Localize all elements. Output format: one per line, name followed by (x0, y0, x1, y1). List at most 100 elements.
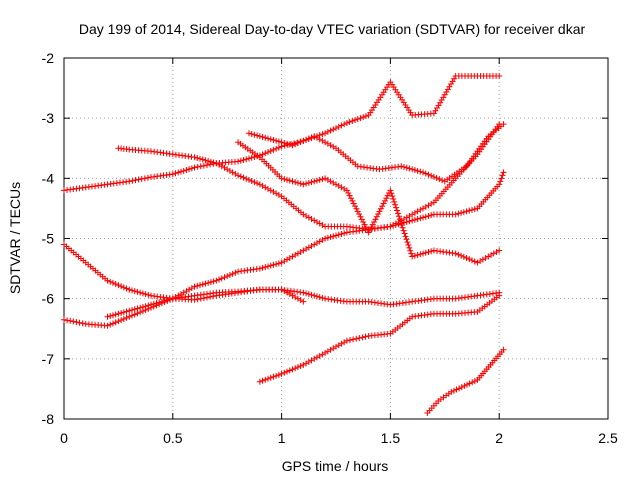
data-point (256, 181, 263, 188)
series-s9 (424, 346, 507, 416)
interp-point (434, 105, 441, 112)
interp-point (275, 144, 282, 151)
interp-point (210, 159, 217, 166)
interp-point (158, 298, 165, 305)
interp-point (338, 230, 345, 237)
interp-point (281, 369, 288, 376)
interp-point (194, 155, 201, 162)
interp-point (346, 119, 353, 126)
interp-point (292, 294, 299, 301)
interp-point (408, 250, 415, 257)
interp-point (430, 173, 437, 180)
interp-point (394, 210, 401, 217)
interp-point (172, 170, 179, 177)
interp-point (265, 263, 271, 270)
interp-point (411, 209, 418, 216)
interp-point (392, 201, 399, 208)
interp-point (425, 202, 432, 209)
interp-point (498, 175, 505, 182)
interp-point (224, 273, 231, 280)
interp-point (360, 114, 367, 121)
data-point (496, 73, 503, 80)
interp-point (406, 212, 413, 219)
interp-point (394, 207, 401, 214)
interp-point (311, 217, 318, 224)
interp-point (262, 184, 269, 191)
interp-point (400, 227, 407, 234)
interp-point (197, 163, 204, 170)
interp-point (358, 216, 365, 223)
interp-point (373, 213, 380, 220)
interp-point (345, 189, 352, 196)
y-tick-label: -8 (42, 411, 55, 427)
interp-point (265, 375, 271, 382)
plot-area (63, 57, 609, 420)
interp-point (284, 368, 291, 375)
interp-point (251, 153, 258, 160)
interp-point (297, 138, 304, 145)
interp-point (311, 178, 318, 185)
data-point (235, 172, 242, 179)
interp-point (499, 172, 506, 179)
interp-point (259, 182, 266, 189)
interp-point (420, 214, 427, 221)
interp-point (349, 118, 356, 125)
interp-point (338, 340, 345, 347)
interp-point (226, 271, 233, 278)
interp-point (137, 289, 144, 296)
interp-point (164, 297, 171, 304)
interp-point (490, 250, 497, 257)
interp-point (199, 156, 206, 163)
interp-point (305, 135, 312, 142)
interp-point (346, 337, 353, 344)
interp-point (305, 358, 312, 365)
data-point (256, 378, 263, 385)
interp-point (308, 243, 315, 250)
interp-point (316, 238, 323, 245)
interp-point (353, 205, 360, 212)
interp-point (347, 195, 354, 202)
interp-point (471, 378, 478, 385)
interp-point (324, 234, 331, 241)
interp-point (200, 162, 207, 169)
interp-point (267, 147, 274, 154)
interp-point (338, 122, 345, 129)
interp-point (414, 215, 421, 222)
interp-point (466, 256, 473, 263)
y-tick-label: -7 (42, 351, 55, 367)
interp-point (357, 115, 364, 122)
interp-point (120, 315, 127, 322)
interp-point (70, 318, 77, 325)
interp-point (458, 252, 465, 259)
interp-point (294, 139, 301, 146)
data-point (409, 211, 416, 218)
interp-point (485, 253, 492, 260)
interp-point (349, 197, 356, 204)
interp-point (335, 342, 342, 349)
interp-point (73, 319, 80, 326)
interp-point (300, 137, 307, 144)
interp-point (139, 290, 146, 297)
interp-point (240, 174, 247, 181)
interp-point (319, 351, 326, 358)
interp-point (330, 345, 337, 352)
interp-point (380, 200, 387, 207)
interp-point (188, 165, 195, 172)
y-tick-label: -6 (42, 291, 55, 307)
interp-point (281, 176, 288, 183)
interp-point (379, 203, 386, 210)
interp-point (335, 123, 342, 130)
interp-point (319, 176, 326, 183)
data-point (452, 211, 459, 218)
y-tick-label: -4 (42, 170, 55, 186)
interp-point (129, 306, 135, 313)
interp-point (313, 177, 320, 184)
interp-point (469, 379, 476, 386)
interp-point (297, 297, 304, 304)
interp-point (313, 218, 320, 225)
interp-point (458, 384, 465, 391)
interp-point (449, 78, 456, 85)
interp-point (371, 218, 378, 225)
interp-point (248, 177, 255, 184)
interp-point (142, 303, 149, 310)
